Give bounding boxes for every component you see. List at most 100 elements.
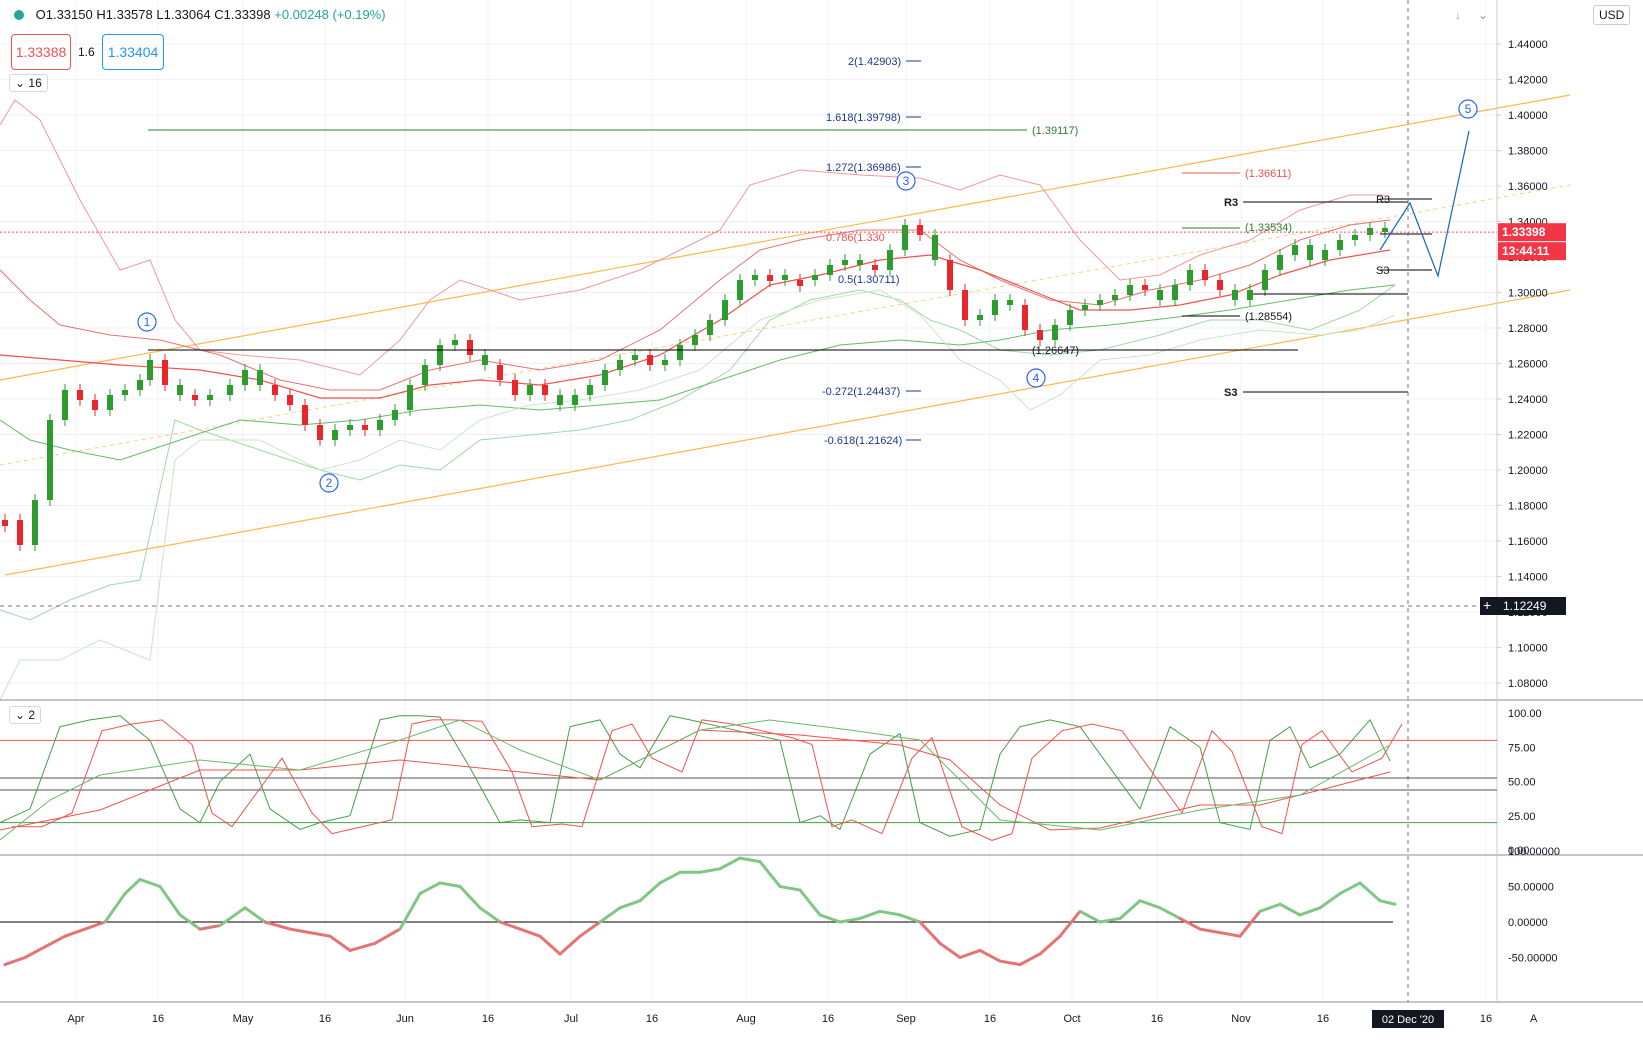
candle-body bbox=[17, 520, 23, 545]
time-tick: 16 bbox=[482, 1013, 494, 1025]
candle-body bbox=[332, 430, 338, 440]
price-axis[interactable]: 1.440001.420001.400001.380001.360001.340… bbox=[1480, 39, 1566, 965]
lower-band-far bbox=[0, 289, 1396, 701]
wave-label: 2 bbox=[326, 476, 333, 490]
cci-segment bbox=[243, 906, 267, 924]
cci-segment bbox=[998, 959, 1022, 967]
collapse-icon: ⌄ bbox=[15, 76, 26, 90]
candle-body bbox=[287, 395, 293, 405]
candle-body bbox=[1007, 300, 1013, 305]
candle-body bbox=[227, 385, 233, 395]
cci-segment bbox=[1178, 916, 1202, 931]
wave-circle bbox=[1026, 368, 1046, 388]
candle-body bbox=[887, 250, 893, 270]
channel-lower bbox=[4, 289, 1571, 576]
indicator-legend-main[interactable]: ⌄ 16 bbox=[9, 74, 48, 92]
time-axis[interactable]: Apr 16 May 16 Jun 16 Jul 16 Aug 16 Sep 16 Oct 16 Nov 16… bbox=[67, 1010, 1538, 1028]
buy-button[interactable]: 1.33404 bbox=[102, 34, 164, 70]
time-tick: Oct bbox=[1063, 1013, 1080, 1025]
cci-segment bbox=[698, 867, 722, 874]
candle-body bbox=[1247, 290, 1253, 300]
cci-segment bbox=[938, 941, 962, 959]
cci-segment bbox=[123, 877, 142, 896]
collapse-icon: ⌄ bbox=[15, 708, 26, 722]
time-tick: 16 bbox=[1317, 1013, 1329, 1025]
crosshair-add-button bbox=[1480, 597, 1498, 615]
candle-body bbox=[1352, 235, 1358, 240]
cci-segment bbox=[878, 909, 902, 917]
cci-segment bbox=[1158, 906, 1182, 920]
cci-segment bbox=[1298, 906, 1322, 917]
time-tick: Nov bbox=[1231, 1013, 1251, 1025]
cci-segment bbox=[328, 934, 352, 952]
fib-label: -0.272(1.24437) bbox=[822, 386, 900, 398]
pivot-label: R3 bbox=[1376, 194, 1390, 206]
candle-body bbox=[527, 385, 533, 395]
candle-body bbox=[302, 405, 308, 425]
cci-segment bbox=[1238, 909, 1262, 938]
cci-segment bbox=[758, 860, 782, 888]
stoch-tick: 75.00 bbox=[1508, 742, 1536, 754]
candle-body bbox=[437, 345, 443, 365]
chevron-down-icon[interactable]: ⌄ bbox=[1478, 8, 1489, 22]
candlesticks bbox=[2, 219, 1388, 551]
candle-body bbox=[857, 260, 863, 265]
time-tick: 16 bbox=[1151, 1013, 1163, 1025]
candle-body bbox=[587, 385, 593, 395]
candle-body bbox=[452, 340, 458, 345]
stoch-tick: 0.00 bbox=[1508, 845, 1529, 857]
cci-segment bbox=[1278, 902, 1302, 917]
candle-body bbox=[827, 265, 833, 275]
candle-body bbox=[752, 275, 758, 280]
arrow-down-icon[interactable]: ↓ bbox=[1455, 8, 1461, 22]
candle-body bbox=[207, 395, 213, 400]
cci-tick: -50.00000 bbox=[1508, 953, 1558, 965]
candle-body bbox=[242, 370, 248, 385]
stoch-signal-line bbox=[0, 719, 1391, 841]
pane-separators[interactable] bbox=[0, 0, 1643, 1003]
trend-channel bbox=[0, 94, 1571, 576]
price-tick: 1.16000 bbox=[1508, 536, 1548, 548]
cci-segment bbox=[958, 948, 982, 959]
wave-label: 5 bbox=[1465, 102, 1472, 116]
ohlc-header: O1.33150 H1.33578 L1.33064 C1.33398 +0.0… bbox=[14, 7, 386, 22]
fib-label: -0.618(1.21624) bbox=[824, 435, 902, 447]
cci-segment bbox=[838, 916, 862, 924]
fib-label: 0.5(1.30711) bbox=[838, 274, 900, 286]
cci-segment bbox=[3, 956, 27, 967]
stoch-tick: 100.00 bbox=[1508, 708, 1542, 720]
cci-segment bbox=[898, 913, 922, 924]
cci-segment bbox=[438, 881, 462, 888]
indicator-legend-stoch[interactable]: ⌄ 2 bbox=[9, 706, 42, 724]
candle-body bbox=[77, 390, 83, 400]
crosshair-price-tag bbox=[1498, 597, 1566, 615]
fib-label: 2(1.42903) bbox=[848, 56, 901, 68]
candle-body bbox=[1232, 290, 1238, 300]
time-tick: 16 bbox=[1480, 1013, 1492, 1025]
cci-segment bbox=[63, 927, 87, 938]
candle-body bbox=[1112, 295, 1118, 300]
candle-body bbox=[1082, 305, 1088, 310]
cci-segment bbox=[778, 885, 802, 892]
candle-body bbox=[1187, 270, 1193, 285]
cci-segment bbox=[1138, 899, 1162, 910]
fib-label: 0.786(1.330 bbox=[826, 232, 885, 244]
cci-segment bbox=[373, 927, 402, 945]
time-tick: 16 bbox=[319, 1013, 331, 1025]
candle-body bbox=[692, 335, 698, 345]
cci-segment bbox=[1058, 909, 1082, 938]
candle-body bbox=[1337, 240, 1343, 250]
crosshair-price-text: 1.12249 bbox=[1503, 599, 1547, 613]
candle-body bbox=[842, 260, 848, 265]
candle-body bbox=[1067, 310, 1073, 325]
candle-body bbox=[137, 380, 143, 390]
time-tick: 16 bbox=[822, 1013, 834, 1025]
time-tick: Sep bbox=[896, 1013, 916, 1025]
price-tick: 1.10000 bbox=[1508, 643, 1548, 655]
currency-button[interactable]: USD bbox=[1593, 5, 1631, 25]
sell-button[interactable]: 1.33388 bbox=[11, 34, 71, 70]
level-label: (1.28554) bbox=[1245, 311, 1292, 323]
stoch-d-line bbox=[12, 719, 1403, 841]
cci-segment bbox=[498, 920, 522, 931]
